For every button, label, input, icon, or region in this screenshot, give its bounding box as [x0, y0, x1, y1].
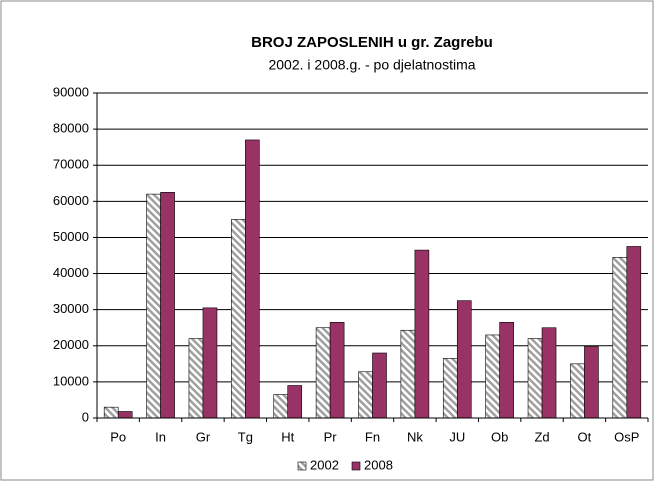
x-tick-label: Tg	[238, 429, 253, 444]
y-tick-label: 40000	[53, 265, 89, 280]
bar	[329, 322, 345, 419]
bar	[372, 352, 387, 419]
bar	[146, 193, 161, 419]
x-tick-label: Ob	[491, 429, 508, 444]
bar	[400, 329, 416, 419]
y-tick-label: 50000	[53, 229, 89, 244]
bar	[584, 346, 599, 419]
bar	[414, 249, 430, 419]
chart-title: BROJ ZAPOSLENIH u gr. Zagrebu	[251, 34, 493, 51]
y-tick-label: 70000	[53, 157, 89, 172]
bar	[626, 246, 642, 419]
bar	[103, 406, 119, 419]
x-tick-label: Po	[110, 429, 126, 444]
bar	[245, 139, 260, 419]
y-tick-label: 90000	[53, 84, 89, 99]
chart-subtitle: 2002. i 2008.g. - po djelatnostima	[268, 57, 475, 73]
y-tick-label: 0	[82, 409, 89, 424]
bar	[287, 385, 303, 419]
bar	[315, 327, 331, 419]
bar	[485, 334, 500, 419]
bar	[358, 371, 373, 419]
y-tick-label: 30000	[53, 301, 89, 316]
bar	[612, 257, 628, 419]
bar	[160, 192, 175, 419]
y-tick-label: 60000	[53, 193, 89, 208]
bar	[188, 338, 204, 419]
x-tick-label: OsP	[614, 429, 639, 444]
x-tick-label: Nk	[407, 429, 423, 444]
x-tick-label: Ot	[578, 429, 592, 444]
y-tick-label: 20000	[53, 337, 89, 352]
legend-label: 2002	[310, 457, 339, 472]
bar	[541, 327, 557, 419]
x-tick-label: Ht	[281, 429, 294, 444]
x-tick-label: In	[155, 429, 166, 444]
bar	[442, 358, 458, 419]
bar	[456, 300, 472, 419]
bar	[570, 363, 585, 419]
x-tick-label: Gr	[196, 429, 211, 444]
x-tick-label: Fn	[365, 429, 380, 444]
x-tick-label: Zd	[534, 429, 549, 444]
bar	[273, 394, 289, 419]
y-tick-label: 10000	[53, 373, 89, 388]
bar	[499, 322, 514, 419]
legend-swatch	[351, 461, 361, 471]
y-tick-label: 80000	[53, 121, 89, 136]
bar	[527, 338, 543, 419]
x-tick-label: Pr	[324, 429, 338, 444]
bar	[202, 307, 218, 419]
bar	[231, 219, 246, 419]
x-tick-label: JU	[449, 429, 465, 444]
legend-swatch	[297, 461, 307, 471]
legend-label: 2008	[364, 457, 393, 472]
bar	[117, 411, 133, 419]
